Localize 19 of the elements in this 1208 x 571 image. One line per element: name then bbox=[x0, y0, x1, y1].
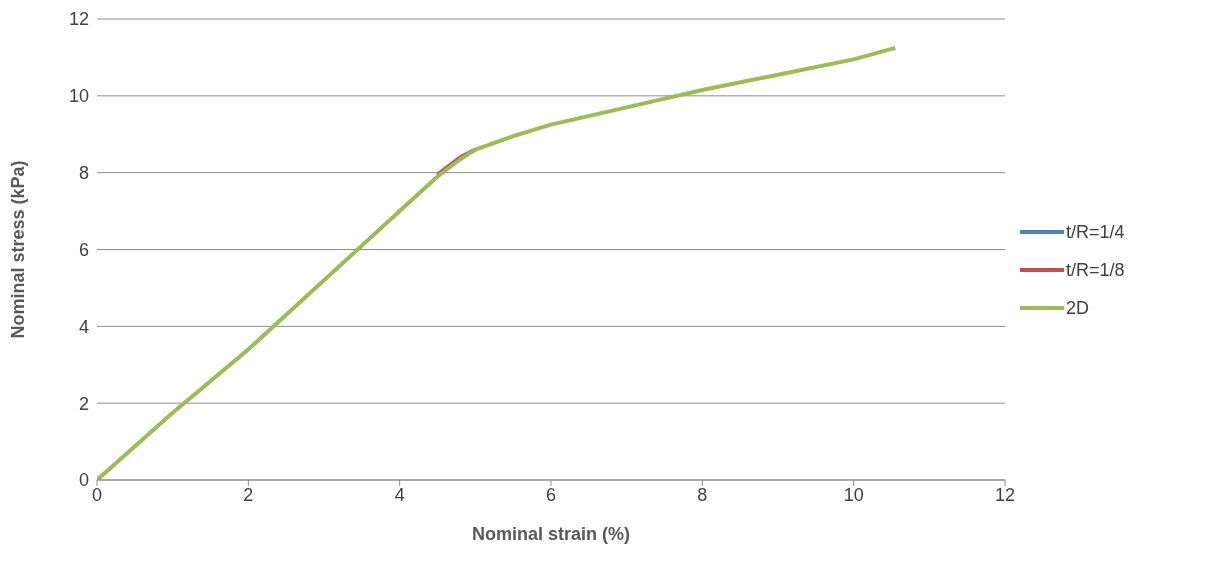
y-tick-label: 4 bbox=[78, 316, 89, 337]
y-tick-label: 0 bbox=[78, 470, 89, 491]
x-tick-label: 8 bbox=[697, 484, 708, 505]
x-tick-label: 0 bbox=[91, 484, 103, 505]
y-axis-title: Nominal stress (kPa) bbox=[8, 160, 29, 339]
y-tick-label: 10 bbox=[68, 86, 89, 107]
x-tick-label: 2 bbox=[243, 484, 254, 505]
legend-label: t/R=1/4 bbox=[1066, 221, 1125, 243]
legend-label: 2D bbox=[1066, 297, 1090, 319]
x-axis-title: Nominal strain (%) bbox=[471, 524, 631, 544]
x-tick-label: 4 bbox=[394, 484, 405, 505]
y-tick-label: 12 bbox=[68, 9, 89, 30]
legend-label: t/R=1/8 bbox=[1066, 259, 1125, 281]
y-tick-label: 2 bbox=[78, 393, 89, 414]
y-tick-label: 6 bbox=[78, 239, 89, 260]
x-tick-label: 12 bbox=[994, 484, 1016, 505]
x-tick-label: 10 bbox=[843, 484, 864, 505]
x-tick-label: 6 bbox=[545, 484, 557, 505]
y-tick-label: 8 bbox=[78, 163, 89, 184]
